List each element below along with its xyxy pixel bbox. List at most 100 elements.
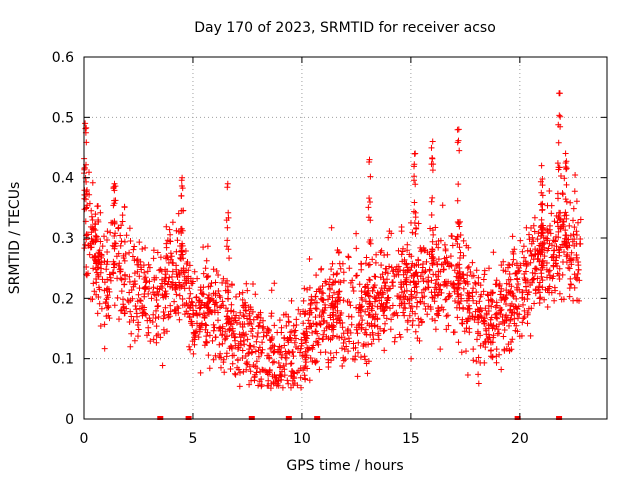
data-point bbox=[555, 195, 561, 202]
data-point bbox=[276, 343, 283, 350]
data-point bbox=[104, 292, 111, 299]
data-point bbox=[524, 311, 531, 318]
data-point bbox=[186, 262, 193, 269]
data-point bbox=[93, 291, 100, 298]
data-point bbox=[269, 359, 276, 366]
data-point bbox=[197, 304, 204, 311]
data-point bbox=[348, 321, 355, 328]
data-point bbox=[358, 354, 364, 361]
data-point bbox=[246, 312, 253, 319]
data-point bbox=[566, 285, 573, 292]
data-point bbox=[366, 239, 373, 245]
data-point bbox=[116, 316, 122, 323]
data-point bbox=[456, 300, 463, 307]
data-point bbox=[276, 349, 283, 356]
data-point bbox=[104, 228, 111, 235]
data-point bbox=[167, 283, 174, 290]
y-tick-label: 0.5 bbox=[52, 110, 74, 126]
data-point bbox=[389, 302, 396, 309]
data-point bbox=[326, 276, 333, 283]
data-point bbox=[283, 322, 290, 329]
data-point bbox=[323, 333, 330, 340]
data-point bbox=[446, 290, 453, 297]
data-point bbox=[209, 309, 216, 316]
data-point bbox=[240, 312, 247, 319]
data-point bbox=[204, 243, 211, 250]
data-point bbox=[363, 341, 369, 348]
data-point bbox=[337, 265, 344, 272]
data-point bbox=[420, 278, 427, 284]
data-point bbox=[414, 335, 421, 342]
data-point bbox=[101, 345, 108, 352]
data-point bbox=[538, 189, 545, 196]
data-point bbox=[325, 323, 332, 330]
data-point bbox=[240, 329, 247, 336]
data-point bbox=[127, 308, 134, 315]
data-point bbox=[415, 315, 422, 322]
data-point bbox=[348, 313, 355, 320]
data-point bbox=[529, 269, 536, 276]
data-point bbox=[216, 292, 223, 299]
data-point bbox=[411, 199, 418, 206]
data-point bbox=[485, 331, 492, 338]
data-point bbox=[413, 225, 420, 232]
data-point bbox=[380, 312, 387, 319]
data-point bbox=[464, 265, 471, 271]
data-point bbox=[394, 312, 401, 319]
data-point bbox=[246, 381, 253, 388]
data-point bbox=[240, 368, 247, 375]
data-point bbox=[130, 283, 137, 290]
data-point bbox=[241, 332, 248, 339]
data-point bbox=[181, 301, 188, 308]
data-point bbox=[311, 357, 318, 364]
data-point bbox=[434, 310, 441, 317]
data-point bbox=[454, 197, 461, 204]
data-point bbox=[89, 296, 96, 303]
data-point bbox=[519, 289, 526, 296]
data-point bbox=[339, 363, 346, 369]
data-point bbox=[280, 362, 287, 369]
data-point bbox=[537, 294, 544, 301]
data-point bbox=[358, 303, 365, 310]
data-point bbox=[150, 336, 157, 343]
data-point bbox=[333, 271, 340, 278]
data-point bbox=[237, 309, 244, 316]
data-point bbox=[378, 294, 385, 301]
data-point bbox=[293, 322, 300, 328]
data-point bbox=[575, 259, 582, 265]
data-point bbox=[354, 330, 361, 337]
data-point bbox=[531, 300, 538, 307]
data-point bbox=[415, 322, 422, 329]
data-point bbox=[163, 253, 170, 259]
data-point bbox=[115, 225, 122, 232]
data-point bbox=[456, 147, 463, 154]
data-point bbox=[334, 333, 340, 340]
data-point bbox=[265, 327, 272, 334]
data-point bbox=[309, 329, 316, 336]
data-point bbox=[335, 288, 342, 295]
data-point bbox=[219, 340, 226, 347]
data-point bbox=[413, 269, 420, 276]
data-point bbox=[458, 349, 465, 356]
data-point bbox=[392, 334, 399, 341]
data-point bbox=[226, 345, 233, 352]
data-point bbox=[400, 309, 407, 316]
data-point bbox=[298, 384, 304, 391]
data-point bbox=[404, 319, 411, 325]
data-point bbox=[86, 169, 92, 176]
data-point bbox=[394, 268, 401, 275]
data-point bbox=[104, 249, 111, 255]
data-point bbox=[382, 320, 388, 327]
data-point bbox=[172, 310, 179, 317]
data-point bbox=[341, 336, 348, 343]
data-point bbox=[174, 303, 181, 310]
data-point bbox=[493, 314, 500, 321]
data-point bbox=[301, 352, 307, 359]
data-point bbox=[365, 204, 372, 211]
data-point bbox=[339, 345, 345, 352]
data-point bbox=[403, 260, 409, 267]
data-point bbox=[372, 273, 379, 280]
data-point bbox=[527, 259, 534, 266]
data-point bbox=[215, 309, 221, 316]
data-point bbox=[232, 342, 239, 349]
